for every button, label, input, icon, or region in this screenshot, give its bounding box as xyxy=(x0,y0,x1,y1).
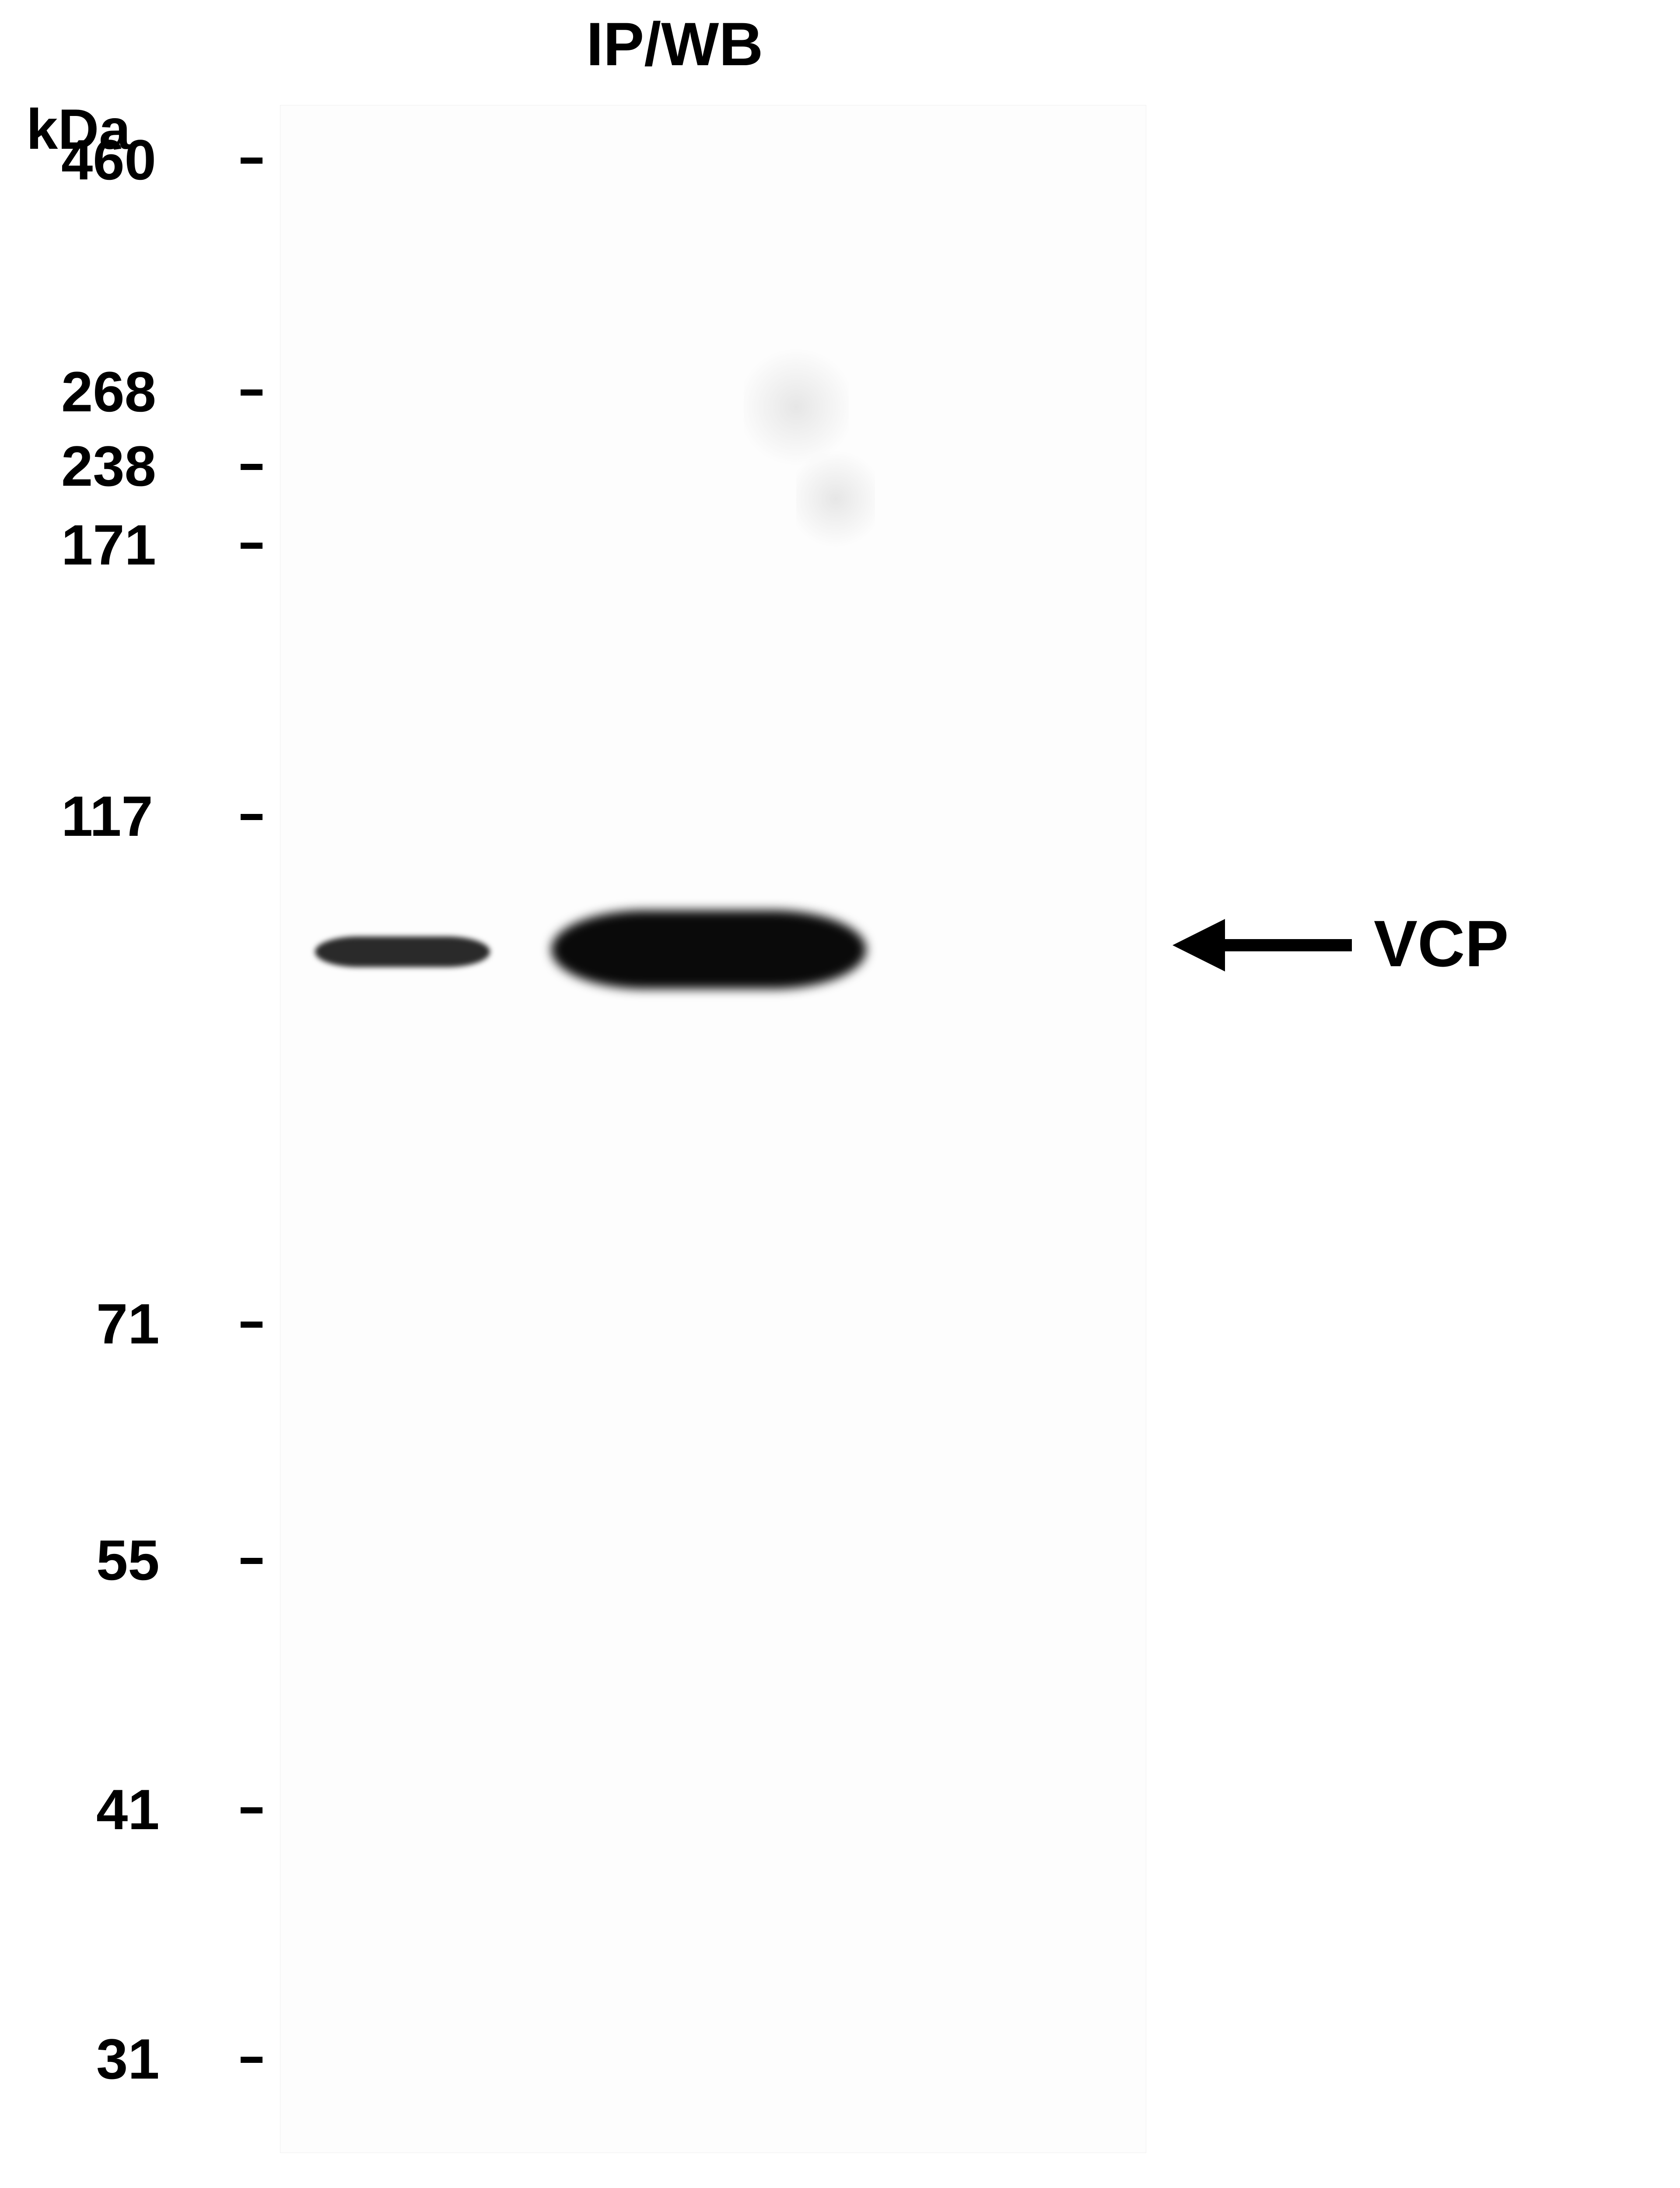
ladder-tick xyxy=(241,464,262,470)
arrow-icon xyxy=(1172,910,1356,980)
ladder-tick xyxy=(241,389,262,396)
ladder-label: 268 xyxy=(61,359,156,424)
ladder-label: 41 xyxy=(96,1777,160,1842)
ladder-label: 71 xyxy=(96,1291,160,1357)
ladder-tick xyxy=(241,1558,262,1564)
ladder-tick xyxy=(241,2057,262,2063)
ladder-tick xyxy=(241,814,262,820)
title-label: IP/WB xyxy=(586,9,763,80)
ladder-tick xyxy=(241,1322,262,1328)
ladder-label: 238 xyxy=(61,433,156,499)
blot-noise xyxy=(796,442,875,556)
figure-container: IP/WB kDa 460 268 238 171 117 71 55 41 3… xyxy=(0,0,1680,2188)
ladder-label: 55 xyxy=(96,1527,160,1593)
ladder-label: 171 xyxy=(61,512,156,578)
blot-membrane xyxy=(280,105,1146,2153)
ladder-label: 460 xyxy=(61,127,156,193)
target-label: VCP xyxy=(1374,906,1508,982)
band-lane1 xyxy=(315,936,490,967)
ladder-tick xyxy=(241,1807,262,1813)
ladder-label: 117 xyxy=(61,783,153,849)
ladder-tick xyxy=(241,158,262,164)
ladder-label: 31 xyxy=(96,2026,160,2092)
band-lane2 xyxy=(551,910,866,989)
ladder-tick xyxy=(241,543,262,549)
